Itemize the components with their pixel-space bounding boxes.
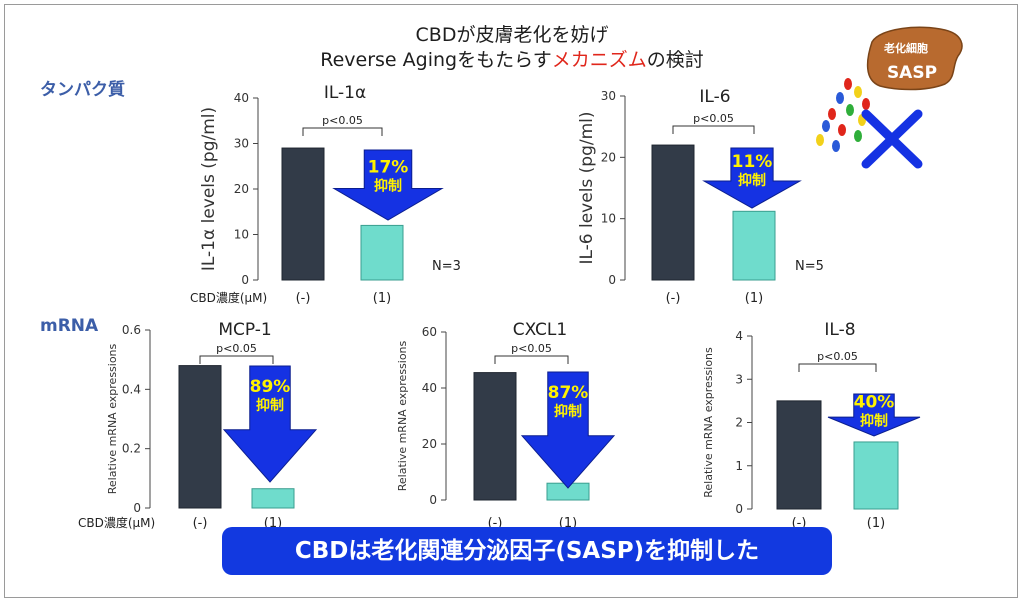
section-label-protein: タンパク質 [40,80,125,100]
y-axis-label: IL-6 levels (pg/ml) [577,111,597,264]
y-tick-label: 4 [735,329,743,343]
reduction-label: 抑制 [374,177,402,194]
reduction-label: 抑制 [554,403,582,420]
y-axis-label: Relative mRNA expressions [396,340,409,491]
y-tick-label: 0 [133,501,141,515]
conclusion-banner: CBDは老化関連分泌因子(SASP)を抑制した [222,527,832,575]
bar-control [281,147,325,281]
y-tick-label: 3 [735,372,743,386]
chart-il1a: IL-1α 0 10 20 30 40 IL-1α levels (pg/ml) (-) (1)… [190,83,461,306]
reduction-arrow-icon [222,365,318,483]
significance-bracket [199,355,274,364]
y-tick-label: 0 [241,273,249,287]
y-tick-label: 0.2 [122,442,141,456]
y-tick-label: 20 [601,150,616,164]
y-tick-label: 30 [601,89,616,103]
reduction-label: 抑制 [738,172,766,189]
slide-title-line1: CBDが皮膚老化を妨げ [415,24,609,46]
reduction-percent: 89% [250,377,291,397]
badge-line1: 老化細胞 [883,41,928,55]
sasp-illustration: 老化細胞 SASP [816,26,963,169]
senescent-cell-shape [866,26,963,91]
bar-control [776,400,822,510]
y-tick-label: 30 [234,137,249,151]
y-axis-label: Relative mRNA expressions [106,343,119,494]
chart-title: CXCL1 [513,320,567,340]
bar-control [651,144,695,281]
reduction-percent: 11% [732,152,773,172]
chart-title: IL-6 [699,87,730,107]
y-tick-label: 0 [608,273,616,287]
x-category-label: (-) [193,516,208,531]
y-tick-label: 0 [735,502,743,516]
x-category-label: (-) [666,291,681,306]
badge-line2: SASP [887,63,937,83]
significance-label: p<0.05 [216,342,257,355]
y-tick-label: 0.6 [122,323,141,337]
significance-label: p<0.05 [693,112,734,125]
bar-cbd [853,441,899,510]
slide-frame [4,4,1018,598]
significance-bracket [302,127,383,136]
reduction-label: 抑制 [256,397,284,414]
chart-title: IL-8 [824,320,855,340]
x-axis-label: CBD濃度(μM) [78,515,155,530]
significance-bracket [798,363,877,372]
sample-size-label: N=3 [432,259,461,274]
significance-label: p<0.05 [817,350,858,363]
bar-cbd [251,488,295,509]
bar-cbd [360,224,404,281]
chart-il6: IL-6 0 10 20 30 IL-6 levels (pg/ml) (-) (1) p<0.… [577,87,824,306]
y-tick-label: 60 [422,325,437,339]
reduction-percent: 40% [854,392,895,412]
x-category-label: (1) [867,516,885,531]
y-tick-label: 0.4 [122,382,141,396]
slide-title-line2: Reverse Agingをもたらすメカニズムの検討 [0,45,1024,72]
y-tick-label: 40 [234,91,249,105]
reduction-percent: 17% [368,157,409,177]
y-axis-label: IL-1α levels (pg/ml) [199,107,219,271]
secreted-factors [816,78,870,152]
reduction-arrow-icon [332,149,444,221]
reduction-arrow-icon [827,393,921,437]
y-tick-label: 20 [234,182,249,196]
chart-title: MCP-1 [218,320,271,340]
section-label-mrna: mRNA [40,316,99,336]
sample-size-label: N=5 [795,259,824,274]
title-highlight: メカニズム [551,49,647,71]
title-prefix: Reverse Agingをもたらす [320,49,552,71]
bar-cbd [732,210,776,281]
reduction-percent: 87% [548,383,589,403]
significance-bracket [672,125,755,134]
y-tick-label: 20 [422,437,437,451]
significance-label: p<0.05 [322,114,363,127]
x-category-label: (-) [296,291,311,306]
title-suffix: の検討 [646,49,704,71]
block-x-icon [861,109,923,169]
x-axis-label: CBD濃度(μM) [190,290,267,305]
bar-control [178,365,222,509]
y-tick-label: 40 [422,381,437,395]
significance-label: p<0.05 [511,342,552,355]
bar-control [473,372,517,501]
chart-title: IL-1α [324,83,366,103]
y-tick-label: 1 [735,459,743,473]
y-tick-label: 10 [234,228,249,242]
y-tick-label: 10 [601,212,616,226]
significance-bracket [494,355,569,364]
x-category-label: (1) [373,291,391,306]
y-axis-label: Relative mRNA expressions [702,347,715,498]
x-category-label: (1) [745,291,763,306]
y-tick-label: 0 [429,493,437,507]
reduction-arrow-icon [520,371,616,489]
y-tick-label: 2 [735,416,743,430]
reduction-arrow-icon [702,147,802,209]
reduction-label: 抑制 [860,412,888,429]
